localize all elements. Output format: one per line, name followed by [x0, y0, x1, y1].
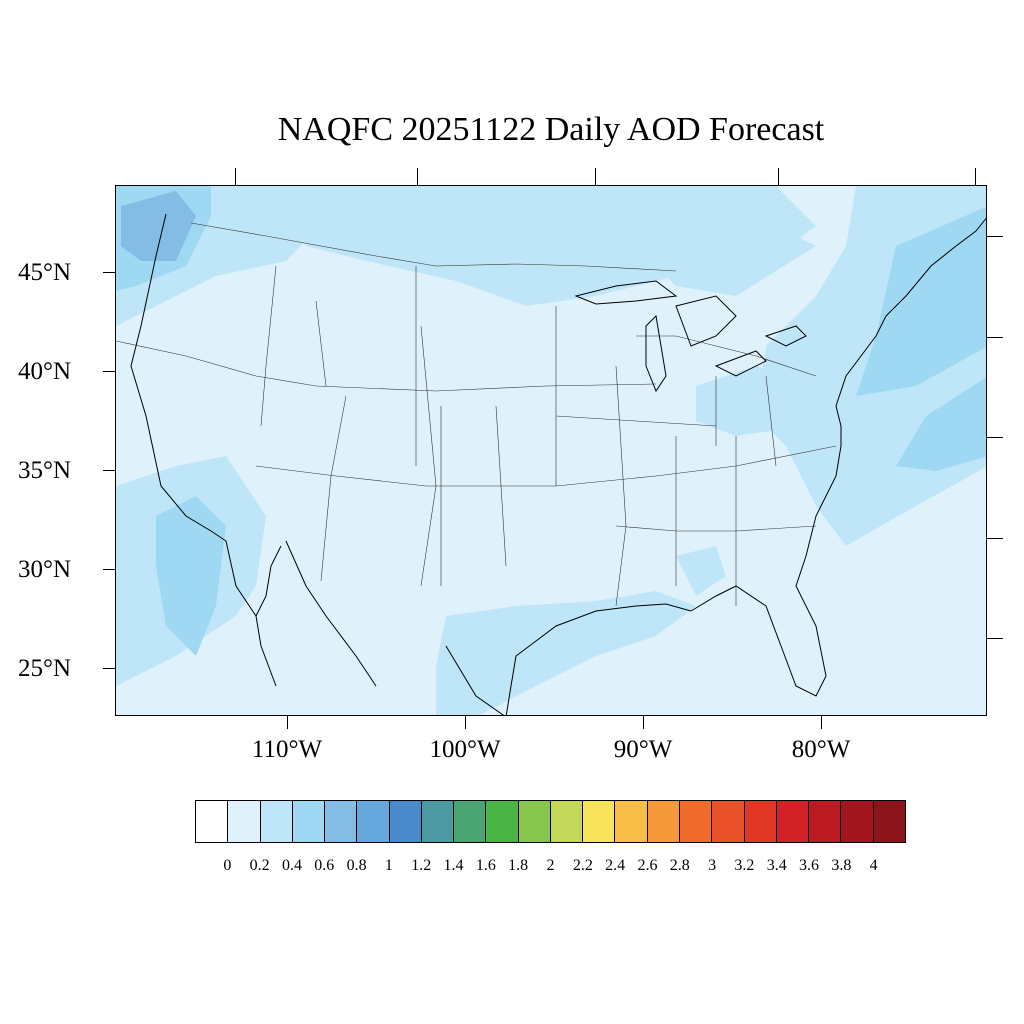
lat-label-30: 30°N — [18, 556, 72, 583]
tick-top-4 — [778, 168, 780, 185]
tick-bottom-110w — [287, 716, 289, 729]
tick-bottom-90w — [643, 716, 645, 729]
lon-label-110w: 110°W — [251, 736, 323, 763]
colorbar-label: 2.2 — [572, 857, 593, 874]
coastline — [130, 213, 986, 715]
colorbar-label: 0.6 — [314, 857, 335, 874]
aod-region-atlantic-core — [896, 377, 986, 471]
aod-map-canvas — [116, 186, 986, 715]
tick-top-5 — [975, 168, 977, 185]
lat-label-40: 40°N — [18, 358, 72, 385]
colorbar-label: 0.8 — [346, 857, 367, 874]
aod-region-gulf-coast — [436, 591, 696, 715]
tick-right-1 — [987, 236, 1003, 238]
aod-region-baja — [156, 496, 226, 656]
colorbar-label: 3.4 — [766, 857, 787, 874]
lat-label-45: 45°N — [18, 259, 72, 286]
colorbar-cell-14 — [647, 801, 680, 842]
lat-label-25: 25°N — [18, 655, 72, 682]
tick-left-40 — [103, 371, 115, 373]
lon-label-80w: 80°W — [791, 736, 851, 763]
aod-region-north-central — [596, 196, 816, 296]
colorbar-cell-0 — [196, 801, 229, 842]
colorbar-cell-15 — [679, 801, 713, 842]
tick-left-30 — [103, 569, 115, 571]
colorbar-cell-3 — [292, 801, 326, 842]
lon-label-100w: 100°W — [429, 736, 501, 763]
tick-right-3 — [987, 437, 1003, 439]
colorbar-label: 1.6 — [475, 857, 496, 874]
lon-label-90w: 90°W — [613, 736, 673, 763]
colorbar-cell-18 — [776, 801, 810, 842]
tick-right-4 — [987, 538, 1003, 540]
tick-right-2 — [987, 337, 1003, 339]
colorbar-label: 1.4 — [443, 857, 464, 874]
map-title: NAQFC 20251122 Daily AOD Forecast — [277, 111, 825, 148]
aod-colorbar — [195, 800, 906, 843]
colorbar-cell-5 — [357, 801, 390, 842]
aod-map — [115, 185, 987, 716]
colorbar-label: 3 — [708, 857, 717, 874]
colorbar-cell-11 — [550, 801, 584, 842]
lat-label-35: 35°N — [18, 457, 72, 484]
colorbar-cell-16 — [712, 801, 745, 842]
tick-top-2 — [417, 168, 419, 185]
tick-bottom-100w — [465, 716, 467, 729]
colorbar-cell-10 — [518, 801, 551, 842]
colorbar-cell-17 — [744, 801, 777, 842]
great-lakes — [574, 280, 807, 393]
colorbar-label: 0 — [223, 857, 232, 874]
tick-bottom-80w — [821, 716, 823, 729]
colorbar-label: 2.6 — [637, 857, 658, 874]
colorbar-label: 1.8 — [508, 857, 529, 874]
colorbar-label: 2 — [546, 857, 555, 874]
colorbar-cell-12 — [583, 801, 616, 842]
colorbar-cell-9 — [486, 801, 519, 842]
colorbar-label: 1 — [384, 857, 393, 874]
colorbar-cell-13 — [615, 801, 648, 842]
colorbar-label: 3.6 — [799, 857, 820, 874]
colorbar-label: 3.2 — [734, 857, 755, 874]
aod-shading — [116, 186, 986, 715]
colorbar-label: 1.2 — [411, 857, 432, 874]
colorbar-cell-1 — [228, 801, 261, 842]
colorbar-cell-6 — [389, 801, 422, 842]
colorbar-label: 0.4 — [281, 857, 302, 874]
tick-right-5 — [987, 638, 1003, 640]
aod-region-southeast-patch — [676, 546, 726, 596]
colorbar-label: 0.2 — [249, 857, 270, 874]
colorbar-cell-8 — [454, 801, 487, 842]
colorbar-label: 2.8 — [669, 857, 690, 874]
state-boundaries — [116, 222, 837, 607]
aod-region-puget-sound — [121, 191, 196, 261]
colorbar-label: 3.8 — [831, 857, 852, 874]
tick-top-3 — [595, 168, 597, 185]
colorbar-cell-21 — [873, 801, 905, 842]
colorbar-cell-19 — [809, 801, 842, 842]
tick-left-25 — [103, 668, 115, 670]
colorbar-cell-7 — [421, 801, 455, 842]
colorbar-label: 2.4 — [605, 857, 626, 874]
colorbar-cell-2 — [260, 801, 293, 842]
colorbar-cell-20 — [841, 801, 874, 842]
colorbar-label: 4 — [869, 857, 878, 874]
tick-left-35 — [103, 470, 115, 472]
tick-left-45 — [103, 272, 115, 274]
tick-top-1 — [235, 168, 237, 185]
colorbar-cell-4 — [325, 801, 358, 842]
aod-region-ohio-valley — [696, 366, 816, 436]
aod-region-atlantic-plume — [856, 206, 986, 396]
